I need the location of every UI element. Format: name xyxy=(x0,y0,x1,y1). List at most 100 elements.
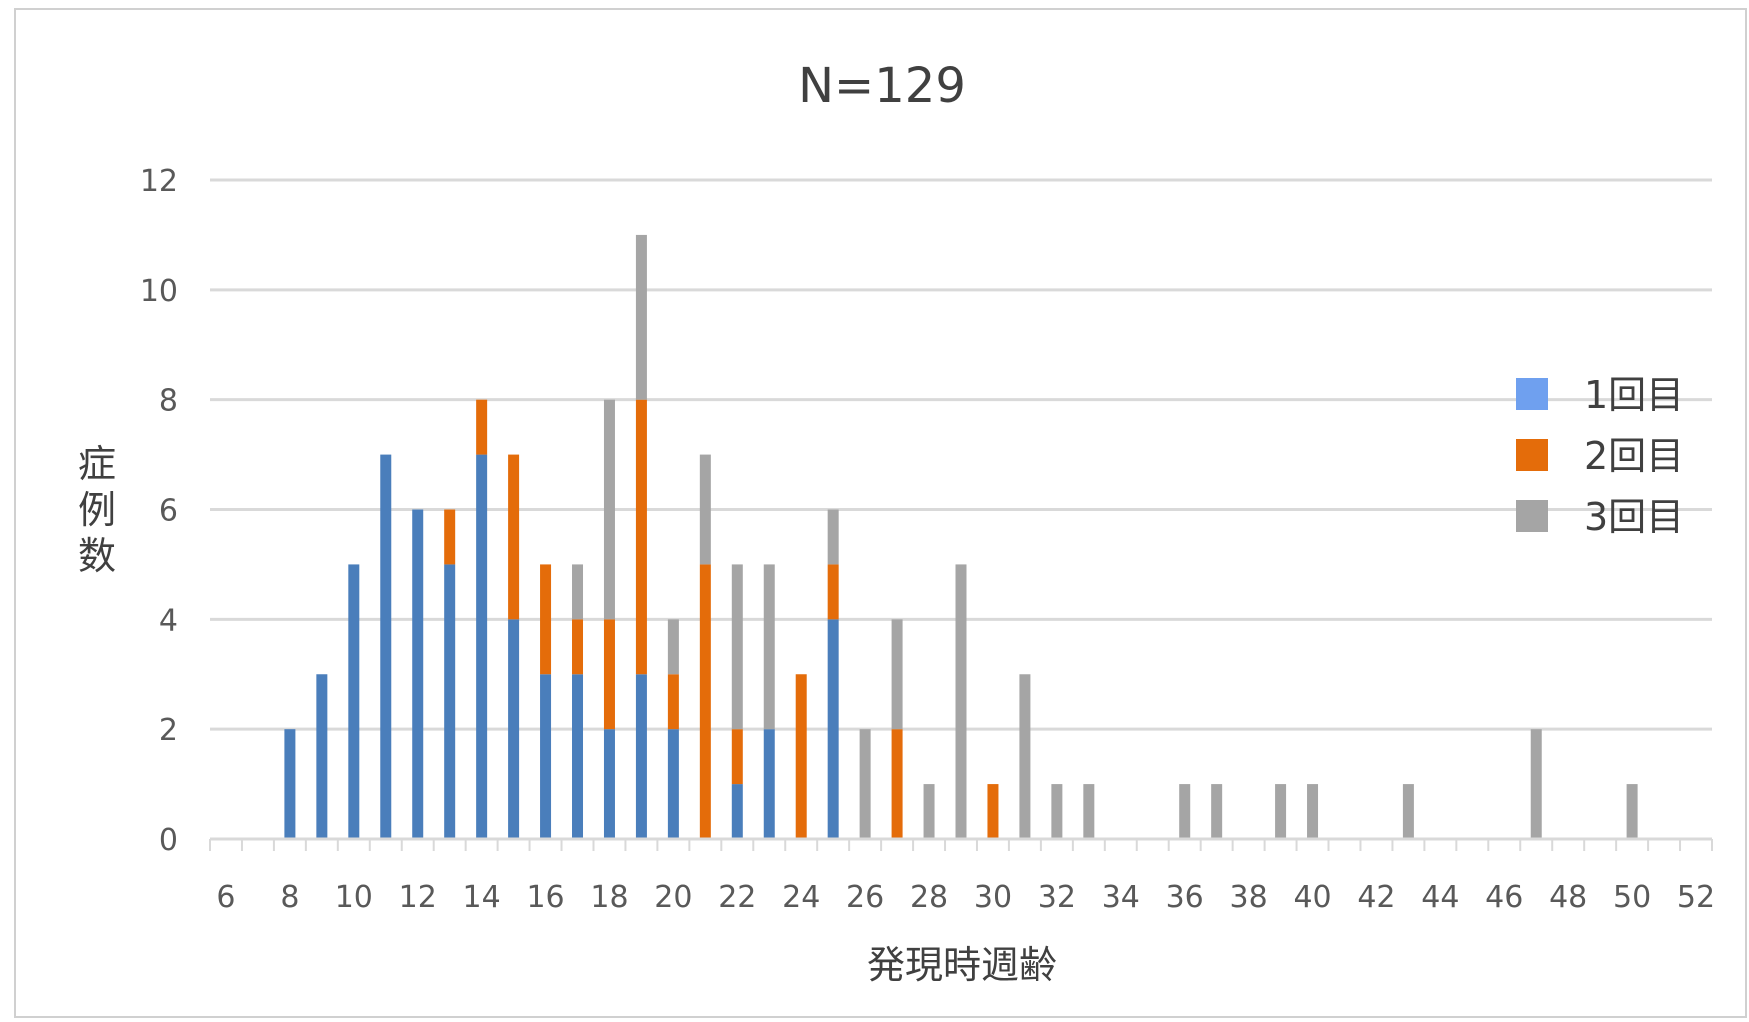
bar-segment-series1-week-11 xyxy=(380,454,392,839)
chart-title: N=129 xyxy=(798,58,966,114)
y-tick-label: 12 xyxy=(140,164,178,199)
bar-segment-series3-week-33 xyxy=(1083,784,1095,839)
bar-segment-series3-week-32 xyxy=(1051,784,1063,839)
bar-segment-series3-week-39 xyxy=(1275,784,1287,839)
x-tick-label: 32 xyxy=(1038,880,1076,915)
x-axis xyxy=(209,837,1713,851)
x-tick-label: 52 xyxy=(1677,880,1715,915)
x-tick-label: 6 xyxy=(216,880,235,915)
bar-segment-series3-week-18 xyxy=(603,399,615,620)
x-tick-label: 30 xyxy=(974,880,1012,915)
bar-segment-series1-week-14 xyxy=(476,454,488,839)
x-tick-label: 10 xyxy=(335,880,373,915)
y-tick-label: 6 xyxy=(159,494,178,529)
bar-segment-series3-week-19 xyxy=(635,234,647,400)
bar-segment-series2-week-30 xyxy=(987,784,999,839)
bar-segment-series2-week-20 xyxy=(667,674,679,730)
legend-label-1: 1回目 xyxy=(1584,373,1684,417)
bar-segment-series2-week-27 xyxy=(891,729,903,839)
bar-segment-series3-week-50 xyxy=(1626,784,1638,839)
x-tick-label: 24 xyxy=(782,880,820,915)
x-tick-label: 16 xyxy=(526,880,564,915)
bar-segment-series3-week-22 xyxy=(731,564,743,730)
x-tick-label: 8 xyxy=(280,880,299,915)
gridlines xyxy=(210,178,1712,731)
bar-segment-series2-week-22 xyxy=(731,729,743,785)
x-axis-ticks: 6 8 10 12 14 16 18 20 22 24 26 28 30 32 34 36 38 40 42 44 46… xyxy=(216,880,1715,915)
legend-label-3: 3回目 xyxy=(1584,495,1684,539)
bar-segment-series1-week-22 xyxy=(731,784,743,839)
bar-segment-series3-week-43 xyxy=(1402,784,1414,839)
bars xyxy=(284,234,1638,839)
x-tick-label: 22 xyxy=(718,880,756,915)
y-axis-label-char: 数 xyxy=(78,534,116,578)
x-tick-label: 44 xyxy=(1421,880,1459,915)
bar-segment-series1-week-8 xyxy=(284,729,296,839)
legend-label-2: 2回目 xyxy=(1584,434,1684,478)
bar-segment-series3-week-40 xyxy=(1307,784,1319,839)
bar-segment-series1-week-18 xyxy=(603,729,615,839)
bar-segment-series3-week-17 xyxy=(572,564,584,620)
bar-segment-series3-week-47 xyxy=(1530,729,1542,839)
bar-segment-series1-week-12 xyxy=(412,509,424,839)
x-tick-label: 36 xyxy=(1166,880,1204,915)
bar-segment-series1-week-16 xyxy=(540,674,552,839)
bar-segment-series2-week-17 xyxy=(572,619,584,675)
bar-segment-series3-week-37 xyxy=(1211,784,1223,839)
y-axis-label-char: 症 xyxy=(78,442,116,486)
x-tick-label: 50 xyxy=(1613,880,1651,915)
bar-segment-series1-week-25 xyxy=(827,619,839,839)
bar-segment-series2-week-16 xyxy=(540,564,552,675)
x-tick-label: 14 xyxy=(463,880,501,915)
bar-segment-series1-week-10 xyxy=(348,564,360,839)
y-tick-label: 4 xyxy=(159,603,178,638)
x-tick-label: 26 xyxy=(846,880,884,915)
bar-segment-series2-week-13 xyxy=(444,509,456,565)
x-tick-label: 12 xyxy=(399,880,437,915)
bar-segment-series3-week-27 xyxy=(891,619,903,730)
y-tick-label: 10 xyxy=(140,274,178,309)
legend-swatch-3 xyxy=(1516,500,1548,532)
bar-segment-series2-week-24 xyxy=(795,674,807,839)
y-axis-label-char: 例 xyxy=(78,488,116,532)
bar-segment-series2-week-21 xyxy=(699,564,711,839)
y-axis-label: 症例数 xyxy=(78,442,116,578)
legend-swatch-1 xyxy=(1516,378,1548,410)
bar-segment-series3-week-26 xyxy=(859,729,871,839)
bar-segment-series1-week-17 xyxy=(572,674,584,839)
x-tick-label: 28 xyxy=(910,880,948,915)
bar-segment-series1-week-19 xyxy=(635,674,647,839)
legend-swatch-2 xyxy=(1516,439,1548,471)
y-axis-ticks: 0 2 4 6 8 10 12 xyxy=(140,164,178,858)
bar-segment-series2-week-18 xyxy=(603,619,615,730)
x-tick-label: 38 xyxy=(1230,880,1268,915)
bar-segment-series2-week-15 xyxy=(508,454,520,620)
bar-segment-series1-week-20 xyxy=(667,729,679,839)
x-tick-label: 34 xyxy=(1102,880,1140,915)
x-tick-label: 20 xyxy=(654,880,692,915)
bar-segment-series3-week-36 xyxy=(1179,784,1191,839)
bar-segment-series2-week-19 xyxy=(635,399,647,675)
x-tick-label: 42 xyxy=(1357,880,1395,915)
x-tick-label: 48 xyxy=(1549,880,1587,915)
x-tick-label: 18 xyxy=(590,880,628,915)
bar-segment-series1-week-13 xyxy=(444,564,456,839)
x-tick-label: 40 xyxy=(1293,880,1331,915)
y-tick-label: 8 xyxy=(159,384,178,419)
x-tick-label: 46 xyxy=(1485,880,1523,915)
y-tick-label: 0 xyxy=(159,823,178,858)
bar-segment-series3-week-29 xyxy=(955,564,967,839)
bar-segment-series3-week-21 xyxy=(699,454,711,565)
bar-segment-series2-week-25 xyxy=(827,564,839,620)
bar-segment-series3-week-31 xyxy=(1019,674,1031,839)
bar-segment-series1-week-23 xyxy=(763,729,775,839)
bar-segment-series1-week-15 xyxy=(508,619,520,839)
y-tick-label: 2 xyxy=(159,713,178,748)
bar-segment-series1-week-9 xyxy=(316,674,328,839)
bar-segment-series3-week-25 xyxy=(827,509,839,565)
bar-segment-series2-week-14 xyxy=(476,399,488,455)
bar-segment-series3-week-20 xyxy=(667,619,679,675)
bar-segment-series3-week-23 xyxy=(763,564,775,730)
x-axis-label: 発現時週齢 xyxy=(867,943,1057,987)
